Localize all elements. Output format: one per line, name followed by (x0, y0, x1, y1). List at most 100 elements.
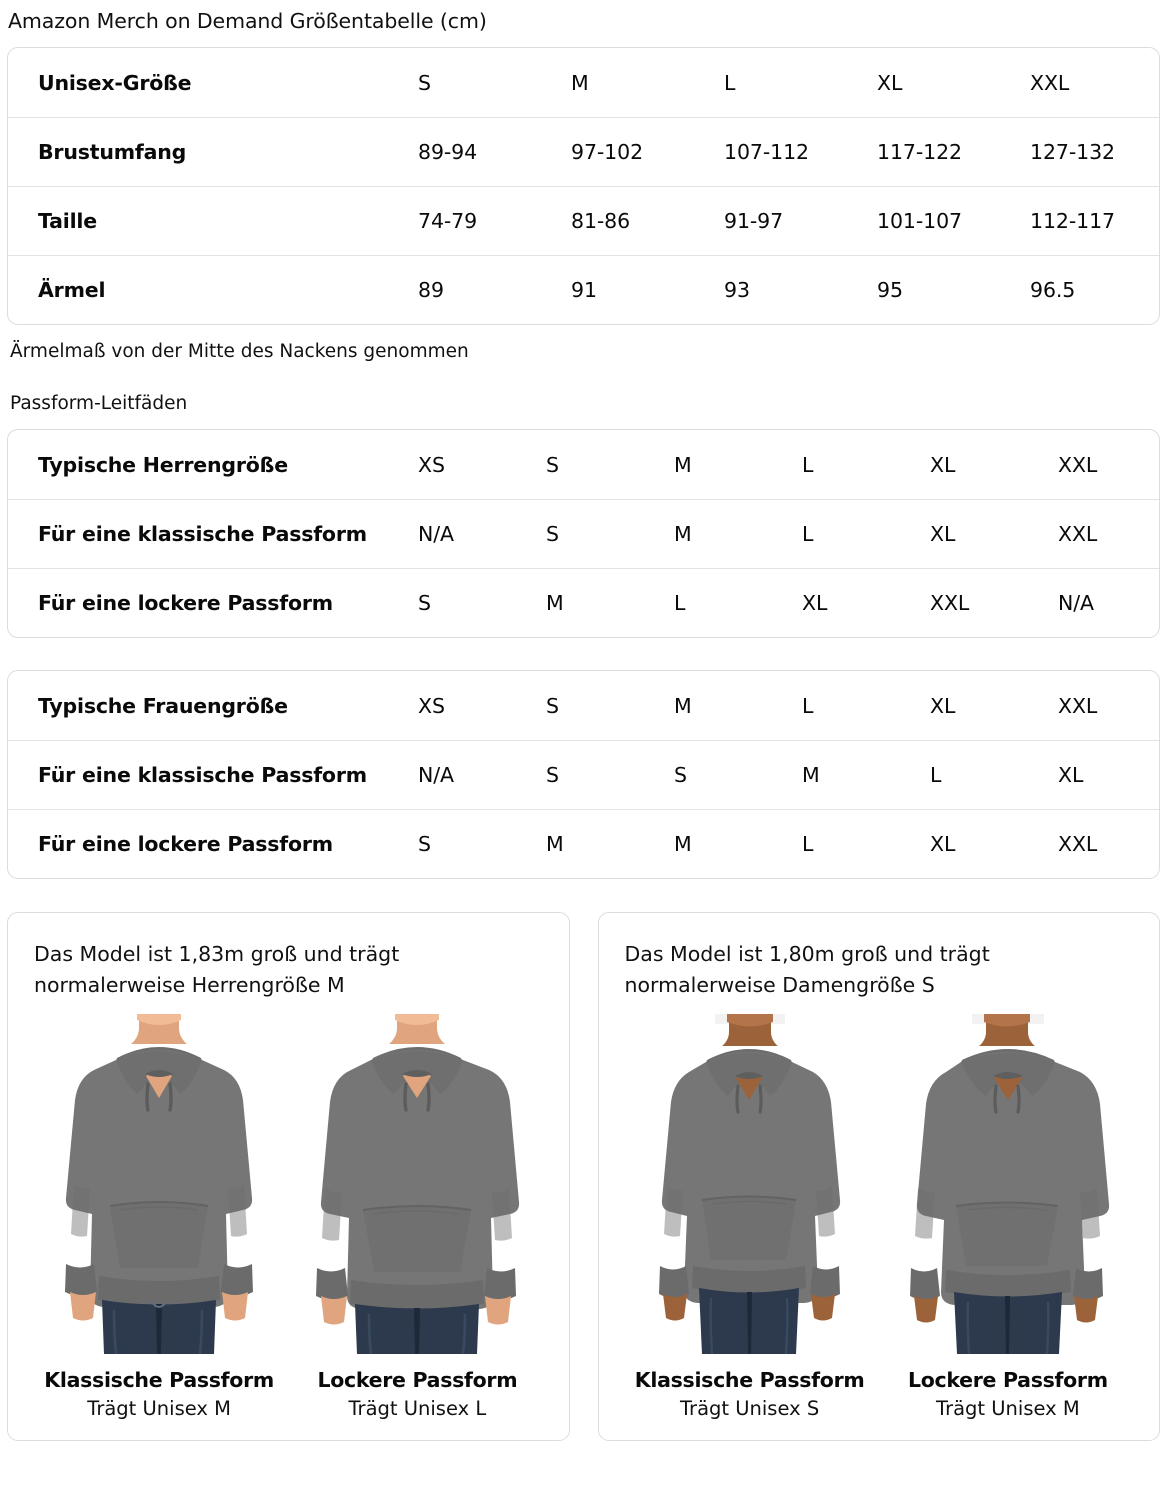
cell-value: S (418, 591, 431, 615)
cell-value: M (674, 832, 692, 856)
cell-value: L (802, 452, 814, 477)
cell-value: 97-102 (571, 140, 644, 164)
cell-value: 91 (571, 278, 597, 302)
fit-name: Lockere Passform (907, 1368, 1108, 1392)
cell-value: 117-122 (877, 140, 962, 164)
cell-value: N/A (418, 763, 454, 787)
fit-name: Lockere Passform (317, 1368, 518, 1392)
cell-value: XS (418, 693, 445, 718)
male-relaxed-fit-icon (316, 1014, 520, 1354)
cell-value: 93 (724, 278, 750, 302)
cell-value: 107-112 (724, 140, 809, 164)
cell-value: XL (930, 522, 956, 546)
cell-value: XXL (930, 591, 970, 615)
wears-size: Trägt Unisex M (87, 1397, 231, 1420)
wears-size: Trägt Unisex S (680, 1397, 820, 1420)
womens-fit-table: Typische Frauengröße XS S M L XL XXL Für… (7, 670, 1160, 879)
figure-label-classic: Klassische Passform Trägt Unisex M (30, 1366, 288, 1424)
cell-value: 95 (877, 278, 903, 302)
female-relaxed-fit-icon (910, 1014, 1110, 1354)
row-label: Für eine klassische Passform (38, 522, 367, 546)
cell-value: S (546, 763, 559, 787)
table-row: Für eine lockere Passform S M L XL XXL N… (8, 568, 1159, 637)
row-label: Typische Frauengröße (38, 693, 288, 718)
cell-value: N/A (418, 522, 454, 546)
table-row: Für eine klassische Passform N/A S M L X… (8, 499, 1159, 568)
cell-value: M (674, 693, 692, 718)
womens-model-card: Das Model ist 1,80m groß und trägt norma… (597, 912, 1160, 1441)
wears-size: Trägt Unisex L (348, 1397, 487, 1420)
figure-labels: Klassische Passform Trägt Unisex M Locke… (30, 1366, 547, 1424)
cell-value: XXL (1058, 693, 1098, 718)
female-relaxed-fit-photo (879, 1009, 1137, 1354)
cell-value: L (802, 693, 814, 718)
cell-value: 89-94 (418, 140, 478, 164)
size-chart-page: Amazon Merch on Demand Größentabelle (cm… (7, 9, 1160, 1441)
size-header-xl: XL (877, 70, 903, 95)
cell-value: XL (930, 832, 956, 856)
cell-value: XL (930, 452, 956, 477)
female-classic-fit-icon (659, 1014, 841, 1354)
cell-value: XS (418, 452, 445, 477)
table-row: Typische Herrengröße XS S M L XL XXL (8, 430, 1159, 499)
figure-label-relaxed: Lockere Passform Trägt Unisex M (879, 1366, 1137, 1424)
female-classic-fit-photo (621, 1009, 879, 1354)
male-relaxed-fit-photo (288, 1009, 546, 1354)
table-row: Taille 74-79 81-86 91-97 101-107 112-117 (8, 186, 1159, 255)
model-figures (621, 1009, 1138, 1354)
table-row: Brustumfang 89-94 97-102 107-112 117-122… (8, 117, 1159, 186)
row-label: Taille (38, 209, 97, 233)
cell-value: M (802, 763, 820, 787)
figure-label-relaxed: Lockere Passform Trägt Unisex L (288, 1366, 546, 1424)
size-header-m: M (571, 70, 589, 95)
cell-value: 89 (418, 278, 444, 302)
cell-value: XL (802, 591, 828, 615)
cell-value: S (418, 832, 431, 856)
cell-value: 74-79 (418, 209, 478, 233)
page-title: Amazon Merch on Demand Größentabelle (cm… (8, 9, 487, 33)
mens-fit-table: Typische Herrengröße XS S M L XL XXL Für… (7, 429, 1160, 638)
cell-value: S (546, 452, 559, 477)
size-header-l: L (724, 70, 736, 95)
sleeve-measurement-note: Ärmelmaß von der Mitte des Nackens genom… (10, 341, 469, 362)
row-label: Typische Herrengröße (38, 452, 288, 477)
figure-labels: Klassische Passform Trägt Unisex S Locke… (621, 1366, 1138, 1424)
cell-value: 101-107 (877, 209, 962, 233)
cell-value: L (930, 763, 942, 787)
model-caption: Das Model ist 1,80m groß und trägt norma… (624, 942, 990, 997)
male-classic-fit-photo (30, 1009, 288, 1354)
table-row-header: Unisex-Größe S M L XL XXL (8, 48, 1159, 117)
cell-value: L (674, 591, 686, 615)
cell-value: 91-97 (724, 209, 784, 233)
measurement-table: Unisex-Größe S M L XL XXL Brustumfang 89… (7, 47, 1160, 325)
row-label: Ärmel (38, 278, 106, 302)
cell-value: M (674, 522, 692, 546)
cell-value: S (546, 522, 559, 546)
fit-name: Klassische Passform (44, 1368, 274, 1392)
male-classic-fit-icon (65, 1014, 254, 1354)
table-row: Für eine lockere Passform S M M L XL XXL (8, 809, 1159, 878)
cell-value: L (802, 522, 814, 546)
cell-value: XXL (1058, 522, 1098, 546)
cell-value: M (546, 591, 564, 615)
cell-value: 81-86 (571, 209, 631, 233)
cell-value: S (674, 763, 687, 787)
row-label: Für eine klassische Passform (38, 763, 367, 787)
row-label: Für eine lockere Passform (38, 832, 333, 856)
cell-value: L (802, 832, 814, 856)
wears-size: Trägt Unisex M (936, 1397, 1080, 1420)
cell-value: M (674, 452, 692, 477)
cell-value: 127-132 (1030, 140, 1115, 164)
table-row: Typische Frauengröße XS S M L XL XXL (8, 671, 1159, 740)
row-label: Unisex-Größe (38, 70, 192, 95)
fit-name: Klassische Passform (634, 1368, 865, 1392)
size-header-s: S (418, 70, 431, 95)
model-caption: Das Model ist 1,83m groß und trägt norma… (34, 942, 400, 997)
size-header-xxl: XXL (1030, 70, 1070, 95)
cell-value: XL (1058, 763, 1084, 787)
cell-value: XXL (1058, 832, 1098, 856)
cell-value: XXL (1058, 452, 1098, 477)
cell-value: N/A (1058, 591, 1094, 615)
model-cards: Das Model ist 1,83m groß und trägt norma… (7, 912, 1160, 1441)
cell-value: 96.5 (1030, 278, 1076, 302)
